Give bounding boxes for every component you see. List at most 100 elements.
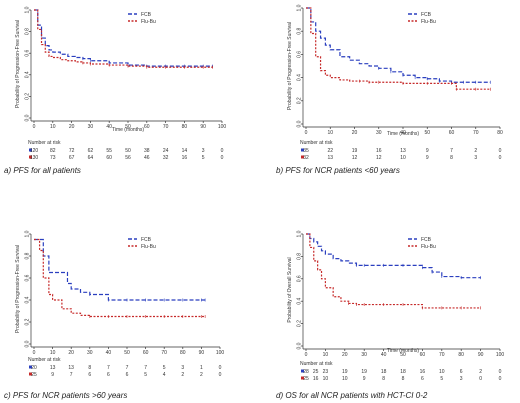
risk-count: 6 [88, 372, 91, 378]
legend-label: Flu-Bu [421, 244, 436, 250]
risk-count: 10 [342, 376, 348, 382]
risk-count: 6 [126, 372, 129, 378]
x-tick-label: 20 [69, 124, 75, 130]
x-tick-label: 40 [106, 350, 112, 356]
x-tick-label: 90 [199, 350, 205, 356]
legend-label: FCB [421, 12, 432, 18]
x-tick-label: 10 [50, 350, 56, 356]
y-tick-label: 0.2 [25, 93, 31, 100]
x-tick-label: 20 [68, 350, 74, 356]
x-tick-label: 0 [33, 350, 36, 356]
risk-count: 60 [106, 155, 112, 161]
risk-count: 8 [88, 365, 91, 371]
x-tick-label: 100 [496, 352, 505, 358]
x-tick-label: 80 [182, 124, 188, 130]
y-tick-label: 0.2 [297, 320, 303, 327]
series-flu-bu-line [34, 238, 206, 318]
risk-row-marker [29, 148, 32, 152]
x-tick-label: 20 [352, 130, 358, 136]
x-tick-label: 40 [400, 130, 406, 136]
y-axis-label: Probability of Progression-Free Survival [15, 20, 21, 108]
y-tick-label: 0.0 [297, 120, 303, 127]
x-tick-label: 90 [478, 352, 484, 358]
y-tick-label: 0.6 [297, 51, 303, 58]
risk-table-title: Number at risk [300, 140, 333, 146]
y-tick-label: 0.4 [297, 298, 303, 305]
x-tick-label: 30 [87, 350, 93, 356]
x-axis-label: Time (months) [387, 131, 419, 137]
x-tick-label: 80 [458, 352, 464, 358]
x-axis-label: Time (months) [387, 348, 419, 354]
risk-count: 2 [200, 372, 203, 378]
x-tick-label: 30 [361, 352, 367, 358]
y-tick-label: 0.6 [297, 275, 303, 282]
figure-caption: b) PFS for NCR patients <60 years [276, 166, 400, 175]
risk-count: 32 [163, 155, 169, 161]
x-tick-label: 50 [125, 124, 131, 130]
risk-count: 56 [125, 155, 131, 161]
x-axis-label: Time (months) [112, 127, 144, 133]
y-tick-label: 1.0 [297, 230, 303, 237]
x-tick-label: 60 [420, 352, 426, 358]
x-tick-label: 0 [305, 352, 308, 358]
legend-label: Flu-Bu [421, 19, 436, 25]
x-tick-label: 40 [106, 124, 112, 130]
risk-count: 7 [144, 365, 147, 371]
risk-count: 9 [426, 148, 429, 154]
risk-count: 13 [68, 365, 74, 371]
x-tick-label: 60 [143, 350, 149, 356]
x-tick-label: 70 [163, 124, 169, 130]
x-tick-label: 80 [497, 130, 503, 136]
risk-count: 16 [313, 376, 319, 382]
risk-count: 8 [402, 376, 405, 382]
risk-count: 9 [363, 376, 366, 382]
legend-label: FCB [141, 237, 152, 243]
series-flu-bu-line [306, 7, 491, 90]
risk-row-marker [301, 148, 304, 152]
risk-count: 0 [499, 155, 502, 161]
series-flu-bu-line [306, 233, 481, 309]
legend-label: FCB [421, 237, 432, 243]
y-tick-label: 0.8 [297, 28, 303, 35]
risk-count: 72 [69, 148, 75, 154]
x-tick-label: 50 [424, 130, 430, 136]
legend-label: FCB [141, 12, 152, 18]
x-tick-label: 70 [161, 350, 167, 356]
y-axis-label: Probability of Overall Survival [287, 257, 293, 322]
risk-row-marker [29, 365, 32, 369]
risk-count: 14 [182, 148, 188, 154]
risk-count: 0 [219, 365, 222, 371]
risk-count: 130 [30, 155, 39, 161]
figure-caption: a) PFS for all patients [4, 166, 81, 175]
risk-count: 25 [303, 376, 309, 382]
risk-count: 28 [303, 369, 309, 375]
series-flu-bu-line [34, 9, 213, 68]
risk-count: 0 [479, 376, 482, 382]
y-tick-label: 0.2 [297, 97, 303, 104]
risk-count: 0 [499, 376, 502, 382]
series-fcb-line [34, 9, 213, 67]
risk-table-title: Number at risk [28, 357, 61, 363]
risk-count: 62 [88, 148, 94, 154]
risk-count: 0 [499, 148, 502, 154]
x-tick-label: 30 [376, 130, 382, 136]
x-tick-label: 10 [327, 130, 333, 136]
series-fcb-line [34, 238, 206, 301]
x-tick-label: 30 [88, 124, 94, 130]
risk-count: 67 [69, 155, 75, 161]
risk-count: 5 [202, 155, 205, 161]
risk-row-marker [301, 376, 304, 380]
risk-count: 3 [202, 148, 205, 154]
y-tick-label: 0.4 [25, 71, 31, 78]
risk-count: 32 [303, 155, 309, 161]
risk-count: 8 [382, 376, 385, 382]
risk-row-marker [301, 369, 304, 373]
figure-caption: c) PFS for NCR patients >60 years [4, 391, 127, 400]
risk-count: 64 [88, 155, 94, 161]
legend-label: Flu-Bu [141, 244, 156, 250]
risk-count: 6 [107, 372, 110, 378]
risk-count: 0 [219, 372, 222, 378]
x-tick-label: 60 [144, 124, 150, 130]
risk-count: 3 [181, 365, 184, 371]
risk-count: 5 [163, 365, 166, 371]
